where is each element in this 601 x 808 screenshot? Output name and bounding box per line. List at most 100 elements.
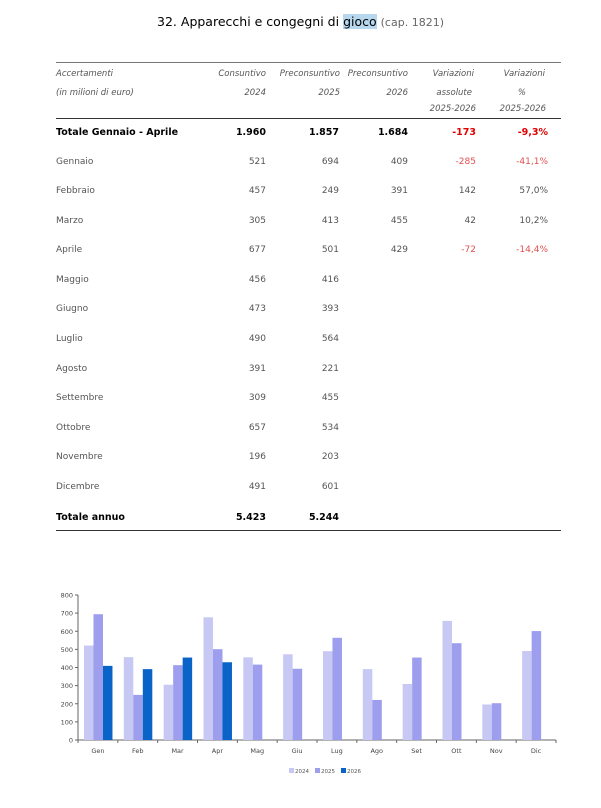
bar-2024-Mar xyxy=(163,684,174,740)
bar-2024-Set xyxy=(402,683,413,740)
table-bottom-rule xyxy=(56,530,561,531)
cell-v2026: 409 xyxy=(390,157,408,167)
bar-2024-Lug xyxy=(322,651,333,740)
header-col4-line1: Variazioni xyxy=(432,69,474,79)
row-label: Novembre xyxy=(56,452,103,462)
bar-chart: 0 100 200 300 400 500 600 700 800 Gen Feb Mar Apr Mag… xyxy=(61,592,557,775)
cell-v2024: 457 xyxy=(248,186,266,196)
row-label: Aprile xyxy=(56,245,83,255)
legend-swatch-2024 xyxy=(289,768,294,773)
x-tick-label: Apr xyxy=(212,747,224,755)
table-row: Novembre 196 203 xyxy=(56,452,561,468)
header-col5-line1: Variazioni xyxy=(503,69,545,79)
header-col4-line3: 2025-2026 xyxy=(429,104,476,114)
bar-2024-Ott xyxy=(442,620,452,740)
y-tick-label: 300 xyxy=(61,682,73,690)
y-tick-label: 200 xyxy=(61,700,73,708)
cell-v2025: 455 xyxy=(321,393,339,403)
cell-v2025: 564 xyxy=(321,334,339,344)
header-col1-line1: Consuntivo xyxy=(218,69,266,79)
cell-abs: -72 xyxy=(461,245,476,255)
table-row: Dicembre 491 601 xyxy=(56,482,561,498)
bar-2024-Giu xyxy=(283,654,293,740)
cell-pct: -41,1% xyxy=(516,157,548,167)
bar-2024-Nov xyxy=(482,704,492,740)
cell-v2024: 5.423 xyxy=(235,512,266,523)
cell-v2025: 413 xyxy=(321,216,339,226)
bar-2024-Feb xyxy=(123,657,134,740)
cell-v2025: 694 xyxy=(321,157,339,167)
cell-pct: -9,3% xyxy=(517,127,548,138)
bar-2024-Ago xyxy=(362,669,373,740)
row-label: Febbraio xyxy=(56,186,95,196)
legend-label-2026: 2026 xyxy=(347,769,361,775)
y-tick-label: 400 xyxy=(61,664,73,672)
header-col0-line1: Accertamenti xyxy=(56,69,114,79)
legend-label-2025: 2025 xyxy=(321,769,335,775)
header-col5-line3: 2025-2026 xyxy=(499,104,546,114)
row-label: Giugno xyxy=(56,304,89,314)
bar-2026-Apr xyxy=(222,662,232,740)
cell-v2026: 455 xyxy=(390,216,408,226)
cell-v2025: 416 xyxy=(321,275,339,285)
table-row: Totale Gennaio - Aprile 1.960 1.857 1.684 -1… xyxy=(56,127,561,143)
legend-label-2024: 2024 xyxy=(295,769,309,775)
header-col2-line2: 2025 xyxy=(318,88,340,98)
bar-2026-Mar xyxy=(182,657,193,740)
header-col5-line2: % xyxy=(517,88,526,98)
cell-abs: 142 xyxy=(458,186,476,196)
row-label: Totale annuo xyxy=(56,512,125,523)
table-row: Febbraio 457 249 391 142 57,0% xyxy=(56,186,561,202)
cell-abs: 42 xyxy=(464,216,476,226)
cell-v2024: 309 xyxy=(248,393,266,403)
cell-v2025: 249 xyxy=(321,186,339,196)
table-row: Giugno 473 393 xyxy=(56,304,561,320)
table-row: Ottobre 657 534 xyxy=(56,423,561,439)
row-label: Maggio xyxy=(56,275,89,285)
title-highlight: gioco xyxy=(343,14,377,29)
bar-2024-Gen xyxy=(83,645,94,740)
x-tick-label: Dic xyxy=(531,747,542,755)
bar-2025-Set xyxy=(412,657,422,740)
legend-swatch-2026 xyxy=(341,768,346,773)
bar-2025-Nov xyxy=(491,703,502,740)
bar-2026-Gen xyxy=(102,665,113,740)
x-tick-label: Nov xyxy=(490,747,503,755)
bar-2025-Ott xyxy=(451,643,462,740)
cell-v2025: 534 xyxy=(321,423,339,433)
cell-abs: -173 xyxy=(452,127,476,138)
cell-v2025: 1.857 xyxy=(308,127,339,138)
cell-pct: 10,2% xyxy=(519,216,548,226)
header-col4-line2: assolute xyxy=(436,88,472,98)
title-number: 32. xyxy=(157,14,177,29)
y-tick-label: 500 xyxy=(61,646,73,654)
bar-2024-Apr xyxy=(203,617,213,740)
cell-abs: -285 xyxy=(455,157,476,167)
bar-2024-Dic xyxy=(522,651,532,740)
title-text: Apparecchi e congegni di xyxy=(180,14,340,29)
table-top-rule xyxy=(56,62,561,63)
table-row: Aprile 677 501 429 -72 -14,4% xyxy=(56,245,561,261)
header-bottom-rule xyxy=(56,118,561,119)
x-tick-label: Giu xyxy=(292,747,303,755)
bar-2025-Dic xyxy=(531,631,542,740)
bar-2025-Mar xyxy=(173,665,183,740)
row-label: Luglio xyxy=(56,334,83,344)
x-tick-label: Set xyxy=(411,747,422,755)
cell-pct: 57,0% xyxy=(519,186,548,196)
table-row: Gennaio 521 694 409 -285 -41,1% xyxy=(56,157,561,173)
y-tick-label: 0 xyxy=(69,737,73,745)
row-label: Agosto xyxy=(56,364,88,374)
cell-v2024: 1.960 xyxy=(235,127,266,138)
title-cap: (cap. 1821) xyxy=(380,16,444,29)
x-tick-label: Mag xyxy=(250,747,264,755)
table-row: Marzo 305 413 455 42 10,2% xyxy=(56,216,561,232)
x-tick-label: Lug xyxy=(331,747,343,755)
y-tick-label: 100 xyxy=(61,718,73,726)
cell-pct: -14,4% xyxy=(516,245,548,255)
cell-v2025: 5.244 xyxy=(308,512,339,523)
row-label: Marzo xyxy=(56,216,84,226)
x-tick-label: Mar xyxy=(171,747,184,755)
bar-2026-Feb xyxy=(142,669,153,740)
header-col1-line2: 2024 xyxy=(244,88,266,98)
